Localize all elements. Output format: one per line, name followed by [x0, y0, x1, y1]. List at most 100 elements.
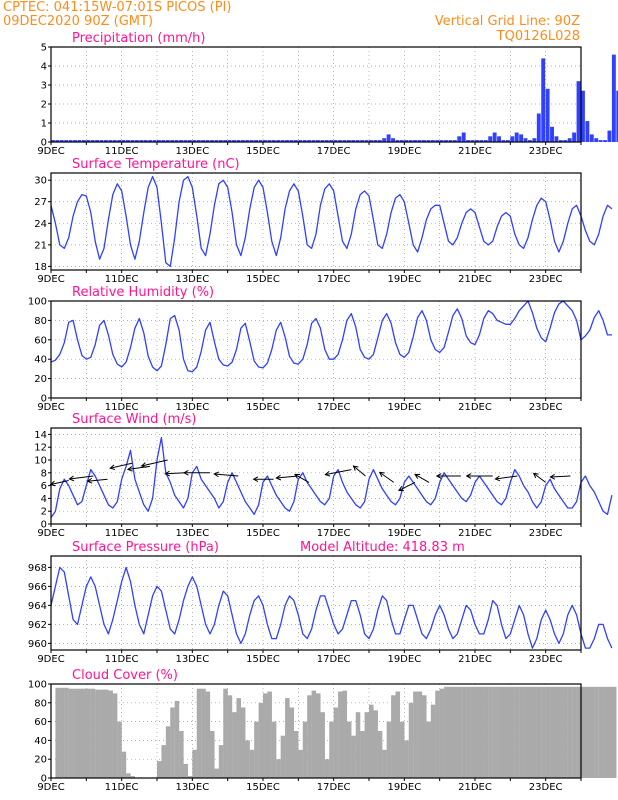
precip-bar — [435, 140, 440, 142]
precip-bar — [293, 140, 298, 142]
x-tick-label: 19DEC — [387, 274, 421, 285]
pres-frame — [50, 555, 582, 651]
precip-bar — [320, 140, 325, 142]
cloud-cover-bar — [165, 726, 171, 778]
wind-series-line — [50, 436, 613, 518]
precip-bar — [611, 54, 616, 142]
precip-bar — [545, 88, 550, 142]
cloud-cover-bar — [289, 707, 295, 778]
precip-bar — [179, 140, 183, 142]
cloud-cover-bar — [519, 686, 524, 778]
precip-bar — [594, 138, 599, 142]
precip-title: Precipitation (mm/h) — [72, 31, 205, 46]
x-tick-label: 9DEC — [37, 402, 64, 413]
y-tick-label: 40 — [34, 736, 47, 747]
cloud-cover-bar — [422, 695, 427, 778]
y-tick-label: 27 — [34, 197, 47, 208]
cloud-cover-bar — [475, 686, 480, 778]
y-tick-label: 960 — [28, 639, 47, 650]
precip-bar — [550, 126, 554, 142]
x-tick-label: 23DEC — [529, 528, 563, 539]
cloud-cover-bar — [59, 687, 65, 778]
precip-bar — [346, 140, 351, 142]
cloud-cover-bar — [355, 712, 361, 778]
cloud-cover-bar — [302, 721, 308, 778]
cloud-cover-bar — [532, 686, 537, 778]
wind-direction-arrow — [532, 472, 546, 483]
cloud-cover-bar — [55, 687, 60, 778]
y-tick-label: 10 — [34, 456, 47, 467]
cloud-cover-bar — [126, 773, 131, 778]
cloud-cover-bar — [157, 761, 162, 778]
y-tick-label: 5 — [41, 43, 47, 54]
cloud-cover-bar — [108, 690, 113, 778]
wind-direction-arrow — [140, 459, 168, 468]
y-tick-label: 20 — [34, 374, 47, 385]
precip-bar — [285, 140, 289, 142]
cloud-cover-bar — [258, 702, 264, 778]
cloud-cover-bar — [479, 686, 484, 778]
y-tick-label: 966 — [28, 582, 47, 593]
precip-bar — [51, 140, 55, 142]
precip-bar — [342, 140, 347, 142]
cloud-cover-bar — [64, 687, 69, 778]
cloud-cover-bar — [594, 686, 599, 778]
wind-direction-arrow — [252, 476, 274, 483]
precip-bar — [223, 140, 228, 142]
cloud-frame — [50, 683, 582, 779]
wind-direction-arrow — [435, 473, 461, 479]
precip-bar — [598, 140, 603, 142]
x-tick-label: 13DEC — [175, 402, 209, 413]
wind-panel: 0 2 4 6 810 12 14 9DEC 11DEC 13DEC 15DEC 17DEC 19DEC… — [34, 412, 613, 539]
x-tick-label: 17DEC — [317, 782, 351, 793]
cloud-cover-bar — [483, 686, 489, 778]
precip-bar — [157, 140, 161, 142]
x-tick-label: 15DEC — [246, 402, 280, 413]
y-tick-label: 14 — [34, 430, 47, 441]
precip-bar — [497, 136, 501, 142]
x-tick-label: 23DEC — [529, 274, 563, 285]
y-tick-label: 40 — [34, 355, 47, 366]
precip-bar — [263, 140, 267, 142]
precip-bar — [249, 140, 254, 142]
cloud-cover-bar — [320, 712, 325, 778]
x-tick-label: 9DEC — [37, 274, 64, 285]
cloud-cover-bar — [501, 686, 507, 778]
precip-bar — [170, 140, 175, 142]
y-tick-label: 968 — [28, 563, 47, 574]
wind-direction-arrow — [109, 462, 133, 471]
cloud-cover-bar — [404, 740, 409, 778]
cloud-cover-bar — [550, 686, 555, 778]
x-tick-label: 21DEC — [458, 654, 492, 665]
precip-bar — [448, 140, 453, 142]
cloud-cover-bar — [174, 700, 180, 778]
precip-bar — [536, 113, 541, 142]
precip-bar — [572, 132, 577, 142]
cloud-cover-bar — [572, 686, 577, 778]
wind-direction-arrow — [294, 473, 310, 483]
cloud-cover-bar — [457, 686, 462, 778]
cloud-cover-bar — [598, 686, 604, 778]
precip-bar — [377, 140, 382, 142]
x-tick-label: 11DEC — [105, 274, 139, 285]
wind-direction-arrow — [68, 475, 94, 482]
x-tick-label: 15DEC — [246, 146, 280, 157]
precip-bar — [276, 140, 281, 142]
precip-frame — [50, 46, 582, 143]
cloud-cover-bar — [232, 712, 237, 778]
precip-bar — [267, 140, 272, 142]
precip-bar — [541, 58, 546, 142]
x-tick-label: 19DEC — [387, 654, 421, 665]
precip-bar — [174, 140, 179, 142]
temp-panel: 18 21 24 27 30 9DEC 11DEC 13DEC 15DEC 17DEC 19DEC 2… — [34, 157, 613, 285]
precip-panel: 0 1 2 3 4 5 9DEC 11DEC 13DEC 15DEC 17DEC 19DEC 21DEC… — [37, 31, 618, 157]
cloud-cover-bar — [607, 686, 613, 778]
precip-bar — [214, 140, 219, 142]
cloud-cover-bar — [567, 686, 573, 778]
wind-direction-arrow — [182, 469, 210, 476]
precip-bar — [298, 140, 303, 142]
precip-bar — [90, 140, 95, 142]
cloud-cover-bar — [488, 686, 493, 778]
y-tick-label: 8 — [41, 468, 47, 479]
precip-bar — [245, 140, 250, 142]
